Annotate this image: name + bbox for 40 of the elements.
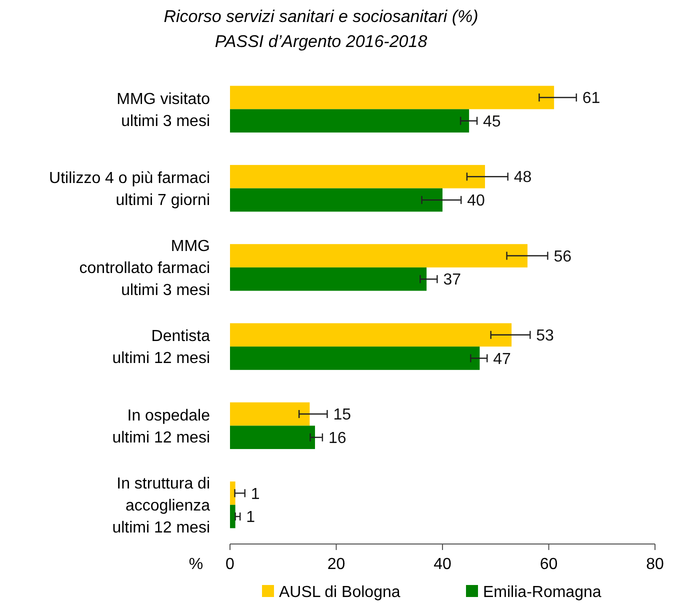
- bar: [230, 346, 480, 370]
- data-label: 15: [333, 406, 352, 424]
- data-label: 37: [443, 272, 462, 289]
- data-label: 56: [554, 248, 572, 266]
- data-label: 61: [582, 90, 600, 108]
- bar: [230, 188, 442, 212]
- data-label: 47: [493, 350, 512, 368]
- y-tick-label: Utilizzo 4 o più farmaci ultimi 7 giorni: [49, 170, 210, 209]
- data-label: 40: [467, 192, 485, 210]
- y-tick-label: Dentista ultimi 12 mesi: [112, 328, 210, 368]
- y-tick-label: MMG visitato ultimi 3 mesi: [116, 90, 210, 130]
- data-label: 16: [328, 430, 346, 447]
- bar: [230, 323, 512, 347]
- y-tick-label: In ospedale ultimi 12 mesi: [112, 407, 210, 446]
- y-tick-label: MMG controllato farmaci ultimi 3 mesi: [79, 238, 210, 300]
- x-tick-label: 0: [226, 556, 235, 573]
- bar: [230, 481, 236, 505]
- data-label: 1: [246, 509, 256, 526]
- chart-subtitle: PASSI d’Argento 2016-2018: [214, 32, 428, 51]
- bar: [230, 244, 528, 268]
- data-label: 53: [536, 327, 554, 344]
- x-tick-label: 60: [540, 556, 558, 573]
- legend-label: Emilia-Romagna: [483, 584, 602, 601]
- bar: [230, 504, 236, 528]
- data-label: 45: [483, 113, 501, 130]
- y-tick-label: In struttura di accoglienza ultimi 12 mesi: [112, 475, 210, 536]
- x-tick-label: 80: [646, 556, 664, 573]
- bar: [230, 86, 554, 110]
- bar: [230, 267, 427, 291]
- data-label: 1: [250, 486, 260, 503]
- x-tick-label: 20: [327, 556, 346, 573]
- chart-title: Ricorso servizi sanitari e sociosanitari (%): [164, 7, 478, 26]
- bar: [230, 164, 485, 188]
- data-label: 48: [514, 169, 532, 186]
- bar: [230, 109, 470, 133]
- bar: [230, 426, 315, 450]
- legend-label: AUSL di Bologna: [279, 584, 400, 601]
- bar: [230, 402, 310, 426]
- x-tick-label: 40: [434, 556, 452, 573]
- x-axis-title: %: [188, 556, 204, 573]
